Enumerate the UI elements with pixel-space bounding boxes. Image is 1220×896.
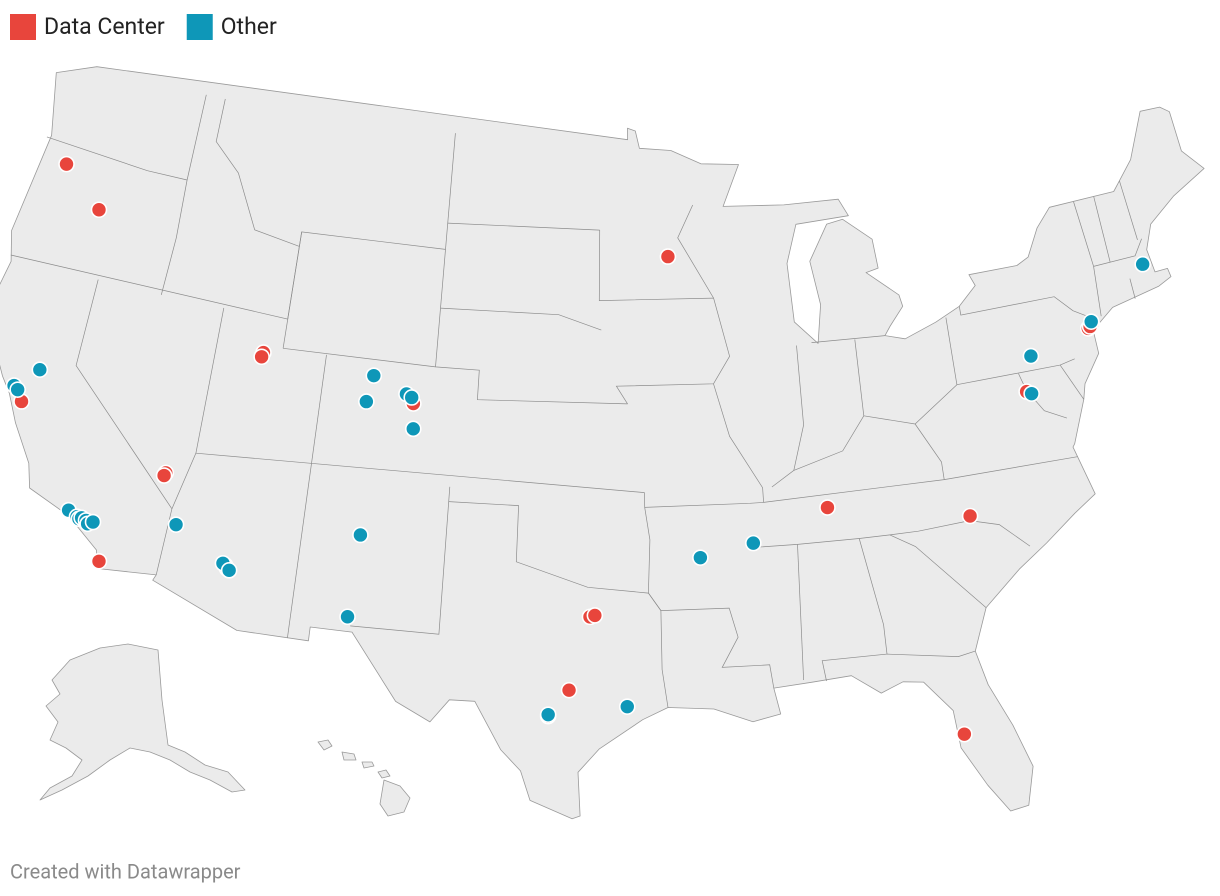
location-dot bbox=[1082, 313, 1100, 330]
state-border bbox=[793, 339, 865, 471]
location-dot bbox=[961, 507, 979, 525]
legend-swatch bbox=[10, 14, 36, 40]
footer-credit: Created with Datawrapper bbox=[10, 859, 241, 883]
state-border bbox=[1093, 196, 1111, 263]
location-dot bbox=[404, 420, 422, 438]
location-dot bbox=[659, 248, 677, 265]
state-border bbox=[598, 230, 714, 301]
state-border bbox=[440, 307, 602, 331]
location-dot bbox=[745, 534, 762, 552]
alaska bbox=[39, 643, 246, 801]
state-border bbox=[1093, 238, 1142, 267]
state-border bbox=[350, 486, 451, 635]
legend-swatch bbox=[186, 14, 213, 40]
location-dot bbox=[220, 562, 238, 579]
location-dot bbox=[352, 526, 369, 544]
location-dot bbox=[339, 608, 356, 626]
state-border bbox=[46, 136, 188, 181]
location-dot bbox=[618, 698, 636, 715]
location-dot bbox=[253, 348, 270, 366]
state-border bbox=[811, 335, 886, 343]
state-border bbox=[155, 307, 225, 575]
state-border bbox=[615, 204, 730, 405]
location-dot bbox=[90, 201, 108, 219]
state-border bbox=[648, 592, 775, 689]
state-border bbox=[448, 501, 669, 708]
location-dot bbox=[692, 549, 709, 566]
state-border bbox=[160, 94, 207, 295]
state-border bbox=[644, 507, 651, 594]
location-dot bbox=[560, 681, 578, 699]
state-border bbox=[958, 296, 1093, 319]
legend: Data Center Other bbox=[10, 13, 277, 40]
location-dot bbox=[1023, 385, 1040, 402]
location-dot bbox=[167, 516, 185, 533]
location-dot bbox=[819, 499, 836, 516]
location-dot bbox=[1134, 255, 1151, 273]
state-border bbox=[75, 279, 173, 509]
state-border bbox=[1059, 364, 1085, 400]
state-border bbox=[447, 222, 600, 231]
location-dot bbox=[956, 725, 973, 743]
location-dot bbox=[9, 381, 26, 398]
state-border bbox=[282, 231, 303, 349]
points-layer bbox=[5, 155, 1151, 743]
state-border bbox=[863, 317, 958, 425]
state-border bbox=[283, 347, 628, 405]
state-border bbox=[287, 354, 327, 639]
state-border bbox=[1119, 180, 1138, 241]
state-border bbox=[889, 534, 987, 608]
legend-label: Other bbox=[221, 13, 277, 40]
state-border bbox=[195, 452, 645, 493]
state-border bbox=[747, 520, 1031, 549]
location-dot bbox=[155, 467, 173, 484]
state-border bbox=[644, 456, 1078, 508]
location-dot bbox=[84, 513, 102, 531]
location-dot bbox=[58, 155, 75, 173]
state-border bbox=[797, 544, 804, 681]
state-border bbox=[713, 383, 764, 503]
state-border bbox=[886, 650, 976, 657]
legend-label: Data Center bbox=[44, 13, 165, 40]
location-dot bbox=[403, 389, 420, 406]
hawaii bbox=[317, 739, 411, 817]
location-dot bbox=[358, 393, 375, 410]
location-dot bbox=[31, 361, 49, 378]
state-border bbox=[1129, 278, 1136, 299]
land-layer bbox=[0, 66, 1205, 820]
state-border bbox=[914, 423, 945, 480]
conus bbox=[0, 66, 1205, 820]
state-border bbox=[215, 98, 300, 247]
location-dot bbox=[365, 367, 383, 384]
state-border bbox=[771, 345, 804, 488]
location-dot bbox=[1022, 347, 1040, 365]
location-dot bbox=[90, 552, 108, 570]
location-dot bbox=[539, 706, 557, 723]
state-border bbox=[435, 133, 456, 367]
location-dot bbox=[586, 607, 604, 624]
